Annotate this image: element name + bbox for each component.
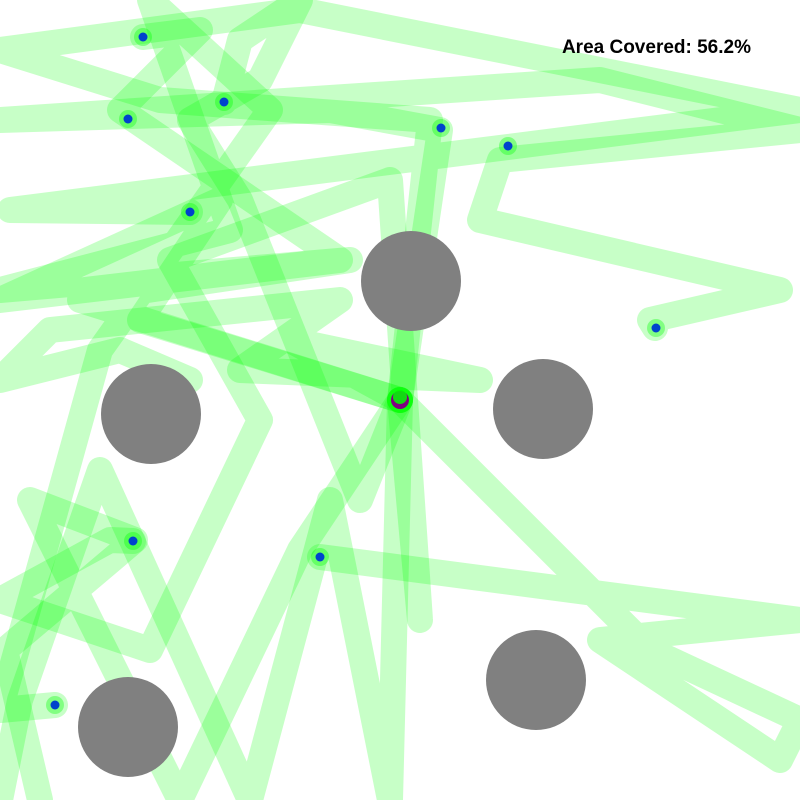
coverage-trail-3 bbox=[0, 67, 800, 413]
coverage-trail-6 bbox=[307, 387, 800, 773]
obstacle-4 bbox=[486, 630, 586, 730]
coverage-trail-4 bbox=[0, 387, 413, 800]
obstacle-5 bbox=[78, 677, 178, 777]
obstacle-1 bbox=[361, 231, 461, 331]
agent-4 bbox=[436, 123, 446, 133]
origin-highlight bbox=[393, 390, 407, 404]
agent-2 bbox=[219, 97, 229, 107]
agent-1 bbox=[138, 32, 148, 42]
coverage-trail-8 bbox=[0, 287, 493, 413]
area-covered-label: Area Covered: 56.2% bbox=[561, 37, 751, 58]
obstacle-3 bbox=[493, 359, 593, 459]
agent-3 bbox=[123, 114, 133, 124]
agent-10 bbox=[50, 700, 60, 710]
obstacles-layer bbox=[78, 231, 593, 777]
coverage-trail-10 bbox=[0, 167, 433, 663]
agent-8 bbox=[128, 536, 138, 546]
origin-layer bbox=[387, 387, 413, 413]
agent-6 bbox=[185, 207, 195, 217]
coverage-trail-1 bbox=[0, 0, 413, 723]
agents-layer bbox=[46, 28, 665, 714]
obstacle-2 bbox=[101, 364, 201, 464]
coverage-trail-7 bbox=[0, 17, 413, 413]
agent-9 bbox=[315, 552, 325, 562]
coverage-trail-2 bbox=[0, 0, 800, 413]
coverage-trail-5 bbox=[0, 387, 413, 800]
agent-5 bbox=[503, 141, 513, 151]
agent-7 bbox=[651, 323, 661, 333]
